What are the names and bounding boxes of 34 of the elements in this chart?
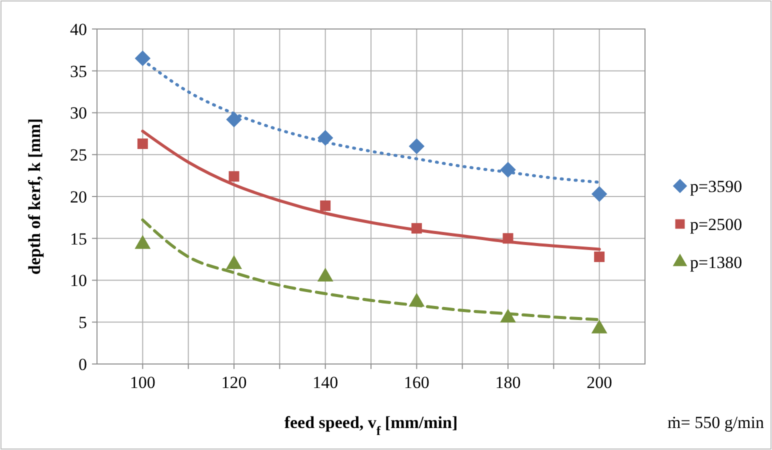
point (591, 320, 608, 334)
y-tick-label: 0 (78, 354, 87, 374)
x-tick-label: 100 (130, 373, 156, 392)
y-tick-label: 35 (70, 62, 87, 81)
x-axis-title: feed speed, v$_{f}$ [mm/min] (284, 413, 458, 438)
point (500, 162, 516, 178)
y-tick-label: 30 (70, 104, 87, 123)
point (408, 138, 425, 154)
x-tick-label: 200 (586, 373, 612, 392)
point (137, 138, 148, 149)
point (591, 186, 608, 202)
legend-label: p=3590 (690, 176, 742, 196)
text: ṁ= 550 g/min (668, 413, 764, 432)
y-tick-label: 15 (70, 229, 87, 248)
x-tick-label: 140 (312, 373, 338, 392)
y-tick-label: 40 (70, 20, 87, 39)
x-tick-label: 160 (404, 373, 430, 392)
y-axis-title: depth of kerf, k [mm] (25, 118, 44, 275)
y-tick-label: 20 (70, 187, 87, 206)
legend-label: p=2500 (690, 214, 742, 234)
point (317, 130, 334, 146)
x-tick-label: 120 (221, 373, 247, 392)
point (228, 171, 240, 182)
point (226, 112, 242, 128)
point (226, 255, 242, 269)
y-tick-label: 25 (70, 146, 87, 165)
point (317, 268, 334, 282)
y-tick-label: 10 (70, 271, 87, 290)
point (320, 200, 331, 211)
x-tick-label: 180 (495, 373, 521, 392)
legend-label: p=1380 (690, 252, 742, 272)
point (134, 50, 151, 66)
point (134, 235, 151, 249)
y-tick-label: 5 (78, 313, 87, 332)
